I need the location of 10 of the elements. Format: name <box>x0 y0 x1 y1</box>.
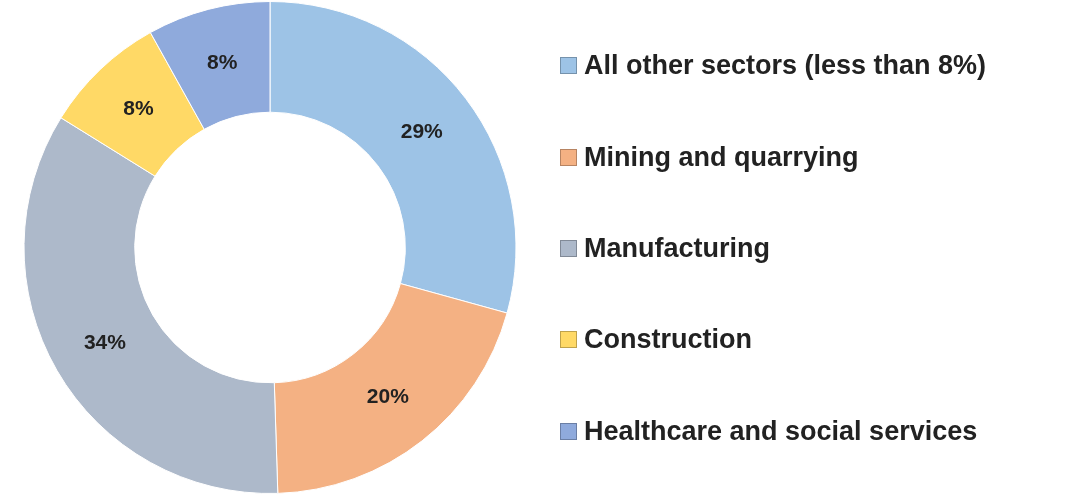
data-label: 8% <box>123 96 154 120</box>
legend-label: Construction <box>584 324 752 356</box>
data-label: 20% <box>366 384 410 408</box>
data-label: 34% <box>83 329 127 353</box>
legend-label: Healthcare and social services <box>584 415 978 447</box>
data-label: 8% <box>206 49 238 73</box>
data-label: 29% <box>400 118 444 142</box>
legend-label: All other sectors (less than 8%) <box>584 50 987 82</box>
legend-label: Manufacturing <box>584 232 770 264</box>
legend-label: Mining and quarrying <box>584 141 859 173</box>
